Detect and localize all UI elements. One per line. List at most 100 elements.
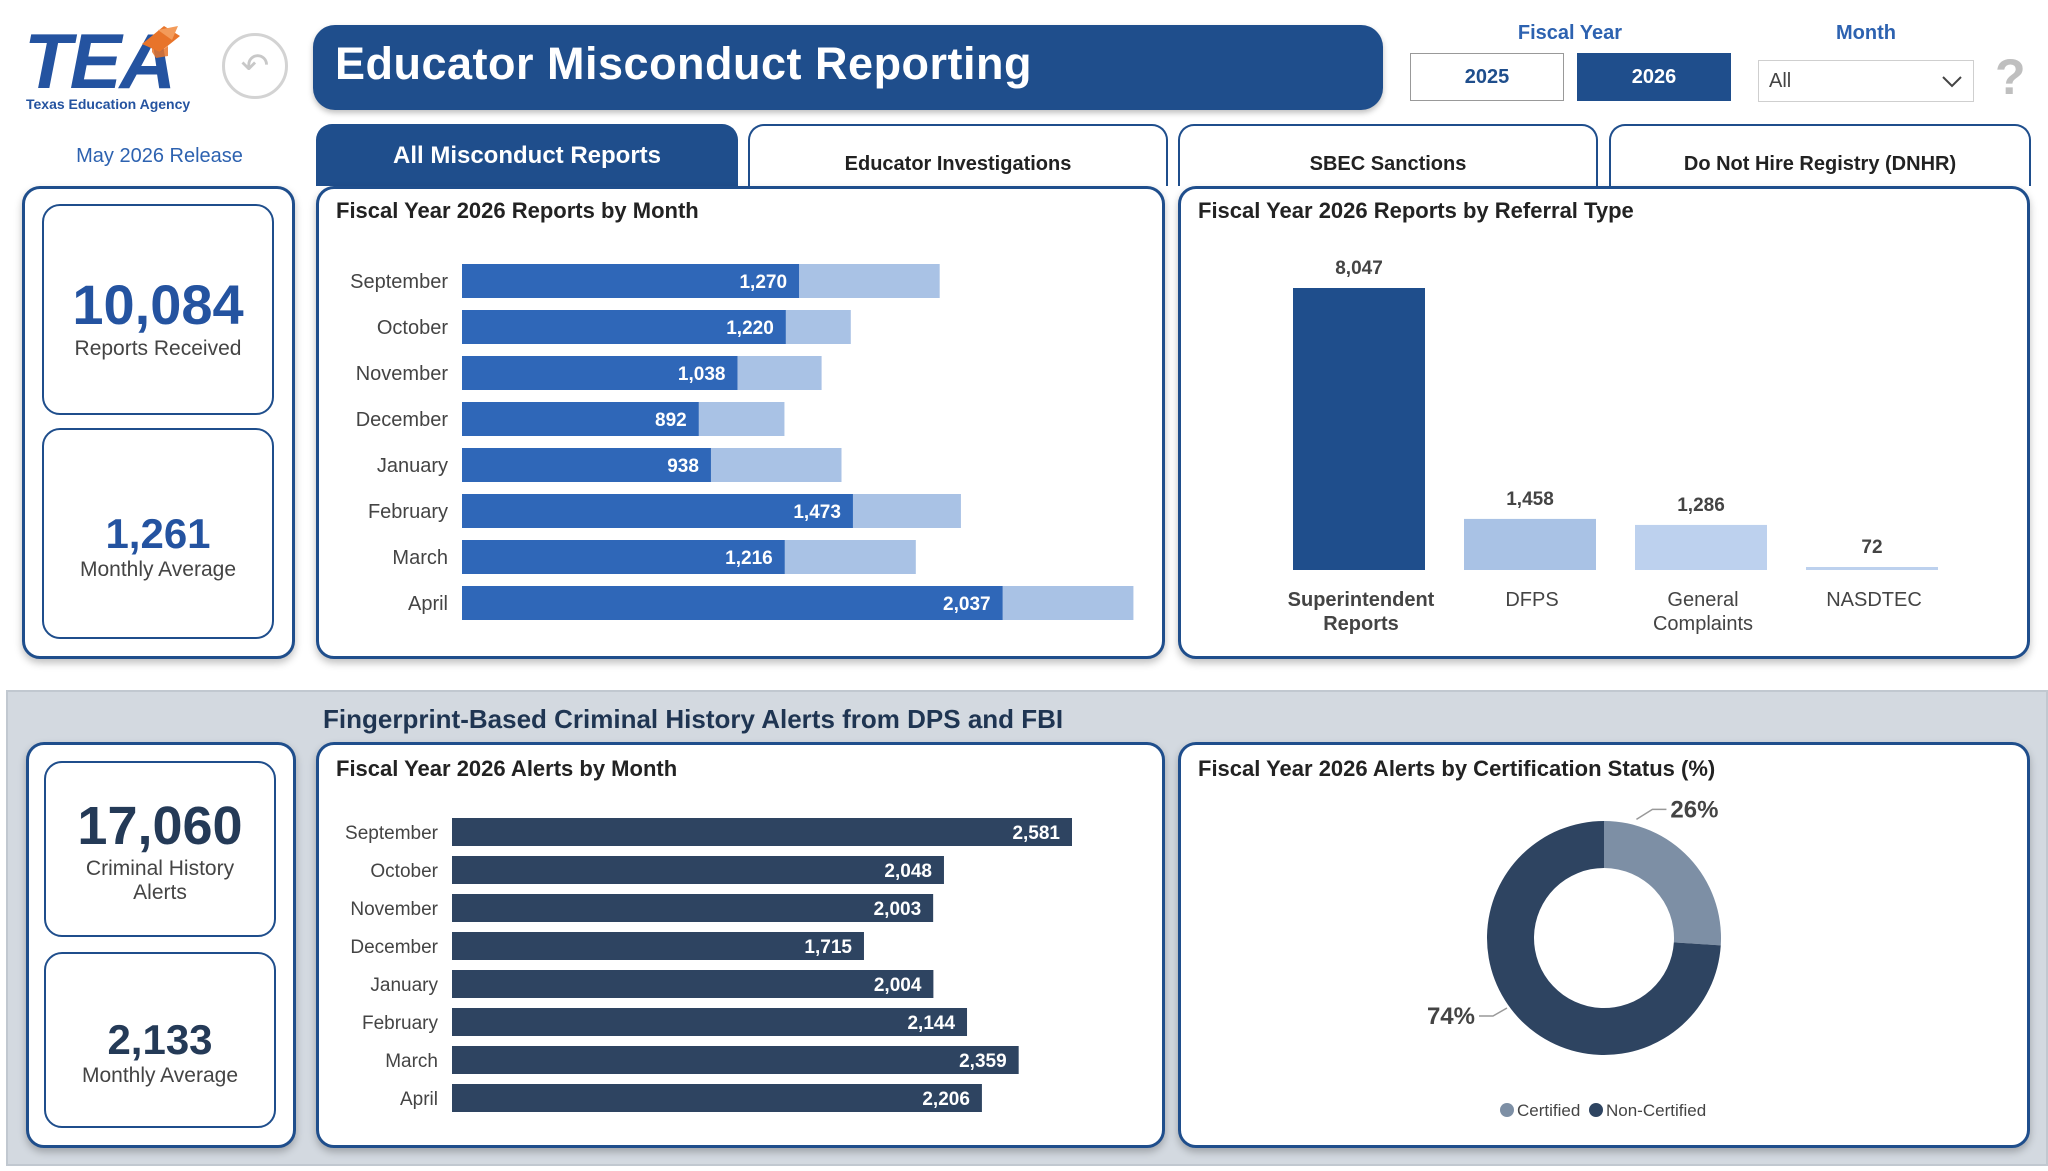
- legend-marker: [1500, 1103, 1514, 1117]
- reports-average-value: 1,261: [105, 510, 211, 557]
- bar-data-label: 1,216: [725, 548, 773, 569]
- bar-data-label: 2,037: [943, 594, 991, 615]
- bar-fy2026: [462, 586, 1003, 620]
- bar-data-label: 2,048: [884, 861, 932, 882]
- bar-data-label: 72: [1861, 537, 1882, 558]
- slice-label: 26%: [1670, 800, 1718, 823]
- category-label: February: [368, 501, 448, 523]
- legend-marker: [1589, 1103, 1603, 1117]
- leader-line: [1479, 1007, 1508, 1017]
- bar-data-label: 1,715: [804, 937, 852, 958]
- category-label: February: [362, 1013, 439, 1034]
- legend-label: Non-Certified: [1606, 1101, 1706, 1120]
- category-label: Complaints: [1653, 613, 1753, 635]
- alerts-by-month-chart: September 2,581 October 2,048 November 2,003 D…: [345, 818, 1072, 1112]
- bar-data-label: 2,581: [1012, 823, 1060, 844]
- category-label: November: [350, 899, 438, 920]
- bar-data-label: 8,047: [1335, 258, 1383, 279]
- bar-data-label: 2,003: [874, 899, 922, 920]
- alerts-total-value: 17,060: [77, 796, 243, 856]
- chevron-down-icon: [1942, 76, 1962, 88]
- alerts-total-label: Criminal History Alerts: [85, 857, 235, 904]
- alerts-average-label: Monthly Average: [81, 1064, 239, 1087]
- bar-fy2026: [462, 540, 785, 574]
- bar-data-label: 1,473: [793, 502, 841, 523]
- help-icon[interactable]: ?: [1995, 49, 2026, 105]
- alert-bar: [452, 1008, 968, 1036]
- category-label: October: [377, 317, 448, 339]
- category-label: April: [400, 1089, 438, 1110]
- referral-bar: [1806, 567, 1938, 570]
- referral-bar: [1464, 518, 1596, 570]
- bar-fy2026: [462, 264, 800, 298]
- reports-by-month-title: Fiscal Year 2026 Reports by Month: [336, 198, 699, 223]
- bar-data-label: 2,206: [922, 1089, 970, 1110]
- bar-data-label: 2,359: [959, 1051, 1007, 1072]
- category-label: Reports: [1323, 613, 1399, 635]
- fiscal-year-label: Fiscal Year: [1517, 22, 1623, 44]
- month-select[interactable]: All: [1758, 60, 1974, 102]
- bar-data-label: 1,286: [1677, 495, 1725, 516]
- bar-data-label: 1,220: [726, 318, 774, 339]
- alert-bar: [452, 1046, 1019, 1074]
- slice-label: 74%: [1427, 1003, 1475, 1030]
- tab-do-not-hire-registry[interactable]: Do Not Hire Registry (DNHR): [1609, 124, 2031, 186]
- year-2026-button[interactable]: 2026: [1577, 53, 1731, 101]
- donut-slice: [1487, 821, 1721, 1055]
- category-label: March: [385, 1051, 438, 1072]
- category-label: Superintendent: [1288, 589, 1435, 611]
- alert-bar: [452, 856, 944, 884]
- tab-educator-investigations[interactable]: Educator Investigations: [748, 124, 1168, 186]
- category-label: September: [350, 271, 448, 293]
- alerts-certification-chart: 26% 74% Certified Non-Certified: [1427, 800, 1721, 1120]
- reports-average-label: Monthly Average: [79, 558, 237, 581]
- bar-data-label: 1,270: [739, 272, 787, 293]
- bar-data-label: 938: [667, 456, 699, 477]
- referral-bar: [1293, 288, 1425, 570]
- category-label: DFPS: [1505, 589, 1558, 611]
- leader-line: [1636, 808, 1667, 820]
- tab-all-misconduct-reports[interactable]: All Misconduct Reports: [316, 124, 738, 186]
- tab-label: All Misconduct Reports: [392, 142, 662, 169]
- category-label: December: [350, 937, 438, 958]
- reports-received-value: 10,084: [72, 273, 244, 336]
- category-label: NASDTEC: [1826, 589, 1922, 611]
- legend-label: Certified: [1517, 1101, 1580, 1120]
- graduation-cap-icon: [142, 26, 180, 58]
- tab-label: Educator Investigations: [844, 153, 1072, 175]
- category-label: October: [370, 861, 438, 882]
- tab-sbec-sanctions[interactable]: SBEC Sanctions: [1178, 124, 1598, 186]
- reports-monthly-average-card: 1,261 Monthly Average: [42, 428, 274, 639]
- donut-slice: [1604, 821, 1721, 946]
- month-value: All: [1769, 69, 1792, 92]
- criminal-history-section-title: Fingerprint-Based Criminal History Alert…: [323, 704, 1064, 734]
- category-label: March: [392, 547, 448, 569]
- category-label: January: [370, 975, 438, 996]
- alerts-by-month-title: Fiscal Year 2026 Alerts by Month: [336, 756, 678, 781]
- category-label: April: [408, 593, 448, 615]
- criminal-history-alerts-card: 17,060 Criminal History Alerts: [44, 761, 276, 937]
- reports-by-referral-title: Fiscal Year 2026 Reports by Referral Typ…: [1198, 198, 1634, 223]
- back-button[interactable]: ↶: [222, 33, 288, 99]
- month-label: Month: [1836, 22, 1896, 44]
- alerts-certification-title: Fiscal Year 2026 Alerts by Certification…: [1198, 756, 1716, 781]
- alerts-monthly-average-card: 2,133 Monthly Average: [44, 952, 276, 1128]
- category-label: General: [1667, 589, 1738, 611]
- bar-data-label: 2,144: [907, 1013, 955, 1034]
- alert-bar: [452, 970, 934, 998]
- bar-fy2026: [462, 448, 711, 482]
- reports-received-label: Reports Received: [74, 337, 242, 360]
- alert-bar: [452, 932, 864, 960]
- alert-bar: [452, 818, 1072, 846]
- page-title: Educator Misconduct Reporting: [335, 38, 1033, 89]
- referral-bar: [1635, 524, 1767, 570]
- alert-bar: [452, 1084, 982, 1112]
- back-arrow-icon: ↶: [240, 47, 270, 85]
- year-2025-button[interactable]: 2025: [1410, 53, 1564, 101]
- reports-received-card: 10,084 Reports Received: [42, 204, 274, 415]
- category-label: September: [345, 823, 439, 844]
- tab-label: Do Not Hire Registry (DNHR): [1683, 153, 1957, 175]
- category-label: December: [356, 409, 449, 431]
- title-bar: [313, 25, 1383, 110]
